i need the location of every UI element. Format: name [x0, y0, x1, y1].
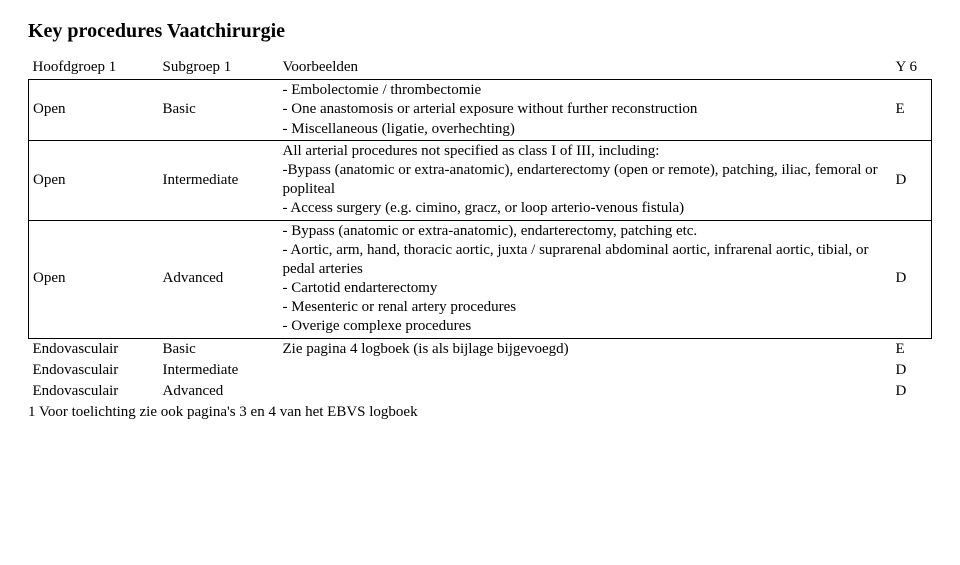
cell-y6: E	[892, 338, 932, 360]
table-row: Open Intermediate All arterial procedure…	[29, 140, 932, 220]
procedures-table: Hoofdgroep 1 Subgroep 1 Voorbeelden Y 6 …	[28, 57, 932, 402]
cell-y6: D	[892, 360, 932, 381]
cell-subgroep: Advanced	[159, 381, 279, 402]
cell-hoofdgroep: Endovasculair	[29, 381, 159, 402]
footnote: 1 Voor toelichting zie ook pagina's 3 en…	[28, 404, 932, 421]
table-row: Endovasculair Intermediate D	[29, 360, 932, 381]
cell-subgroep: Intermediate	[159, 140, 279, 220]
header-hoofdgroep: Hoofdgroep 1	[29, 57, 159, 80]
header-subgroep: Subgroep 1	[159, 57, 279, 80]
cell-subgroep: Basic	[159, 80, 279, 141]
cell-hoofdgroep: Open	[29, 140, 159, 220]
table-header-row: Hoofdgroep 1 Subgroep 1 Voorbeelden Y 6	[29, 57, 932, 80]
cell-y6: D	[892, 220, 932, 338]
cell-subgroep: Advanced	[159, 220, 279, 338]
table-row: Open Basic - Embolectomie / thrombectomi…	[29, 80, 932, 141]
cell-hoofdgroep: Open	[29, 80, 159, 141]
cell-subgroep: Intermediate	[159, 360, 279, 381]
cell-y6: E	[892, 80, 932, 141]
cell-hoofdgroep: Endovasculair	[29, 360, 159, 381]
page-title: Key procedures Vaatchirurgie	[28, 20, 932, 43]
cell-voorbeelden	[279, 360, 892, 381]
cell-voorbeelden: - Embolectomie / thrombectomie - One ana…	[279, 80, 892, 141]
header-y6: Y 6	[892, 57, 932, 80]
cell-voorbeelden: All arterial procedures not specified as…	[279, 140, 892, 220]
cell-hoofdgroep: Open	[29, 220, 159, 338]
header-voorbeelden: Voorbeelden	[279, 57, 892, 80]
cell-hoofdgroep: Endovasculair	[29, 338, 159, 360]
cell-voorbeelden: - Bypass (anatomic or extra-anatomic), e…	[279, 220, 892, 338]
table-row: Endovasculair Basic Zie pagina 4 logboek…	[29, 338, 932, 360]
table-row: Open Advanced - Bypass (anatomic or extr…	[29, 220, 932, 338]
cell-subgroep: Basic	[159, 338, 279, 360]
cell-y6: D	[892, 381, 932, 402]
cell-voorbeelden: Zie pagina 4 logboek (is als bijlage bij…	[279, 338, 892, 360]
cell-voorbeelden	[279, 381, 892, 402]
cell-y6: D	[892, 140, 932, 220]
table-row: Endovasculair Advanced D	[29, 381, 932, 402]
